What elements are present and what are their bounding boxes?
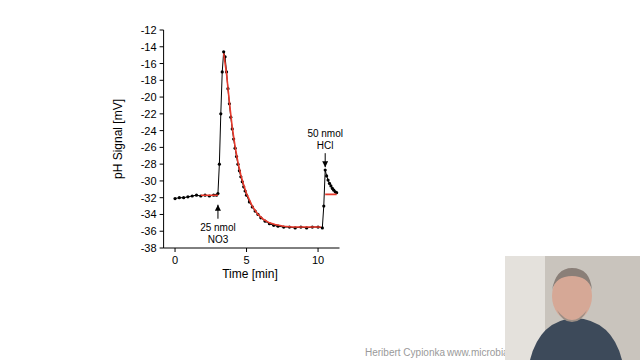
webcam-person-body (530, 318, 622, 360)
data-point (173, 197, 176, 200)
x-tick-label: 10 (312, 254, 324, 266)
series-line (224, 53, 321, 227)
data-point (219, 112, 222, 115)
y-tick (160, 164, 164, 165)
y-tick (160, 113, 164, 114)
data-point (218, 163, 221, 166)
annotation-arrow (217, 205, 218, 219)
y-tick-label: -20 (141, 91, 157, 103)
series-line (175, 52, 337, 228)
y-tick-label: -28 (141, 158, 157, 170)
webcam-person-hair (552, 268, 592, 290)
y-tick (160, 130, 164, 131)
x-tick (246, 248, 247, 252)
x-axis-label: Time [min] (222, 267, 278, 281)
webcam-person-beard (557, 310, 587, 322)
footer-author: Heribert Cypionka (365, 347, 445, 358)
y-tick-label: -32 (141, 192, 157, 204)
y-tick (160, 147, 164, 148)
data-point (321, 226, 324, 229)
y-tick (160, 97, 164, 98)
y-tick (160, 46, 164, 47)
data-point (186, 195, 189, 198)
y-tick-label: -26 (141, 141, 157, 153)
annotation-text: HCl (317, 140, 334, 151)
x-tick-label: 0 (172, 254, 178, 266)
data-point (191, 194, 194, 197)
annotation-arrow (325, 153, 326, 167)
footer-url: www.microbia (446, 347, 509, 358)
series-line (201, 194, 218, 196)
x-axis (164, 248, 340, 249)
y-axis-label: pH Signal [mV] (111, 99, 125, 179)
y-tick-label: -16 (141, 58, 157, 70)
annotation-text: 25 nmol (200, 222, 236, 233)
y-tick (160, 30, 164, 31)
plot-data (173, 50, 338, 229)
y-tick-label: -22 (141, 108, 157, 120)
data-point (182, 196, 185, 199)
data-point (326, 178, 329, 181)
y-tick (160, 231, 164, 232)
data-point (222, 50, 225, 53)
x-tick (175, 248, 176, 252)
y-tick-label: -38 (141, 242, 157, 254)
y-tick (160, 63, 164, 64)
data-point (322, 204, 325, 207)
annotation-text: NO3 (208, 234, 229, 245)
data-point (195, 194, 198, 197)
data-point (324, 168, 327, 171)
data-point (325, 174, 328, 177)
y-tick (160, 180, 164, 181)
y-tick-label: -34 (141, 208, 157, 220)
series-line (325, 194, 336, 196)
y-tick-label: -24 (141, 125, 157, 137)
data-point (221, 70, 224, 73)
slide: -38 -36 -34 -32 -30 -28 -26 -24 -22 -20 -18 -16 -14 -… (0, 0, 640, 360)
y-axis (163, 30, 164, 248)
y-tick (160, 214, 164, 215)
y-tick-label: -36 (141, 225, 157, 237)
y-tick-label: -18 (141, 74, 157, 86)
y-tick-label: -12 (141, 24, 157, 36)
y-tick-label: -14 (141, 41, 157, 53)
x-tick (318, 248, 319, 252)
webcam-inset (505, 256, 640, 360)
y-tick-label: -30 (141, 175, 157, 187)
webcam-bg (505, 256, 640, 360)
y-tick (160, 197, 164, 198)
annotation-text: 50 nmol (307, 128, 343, 139)
y-tick (160, 248, 164, 249)
data-point (178, 196, 181, 199)
y-tick (160, 80, 164, 81)
x-tick-label: 5 (243, 254, 249, 266)
